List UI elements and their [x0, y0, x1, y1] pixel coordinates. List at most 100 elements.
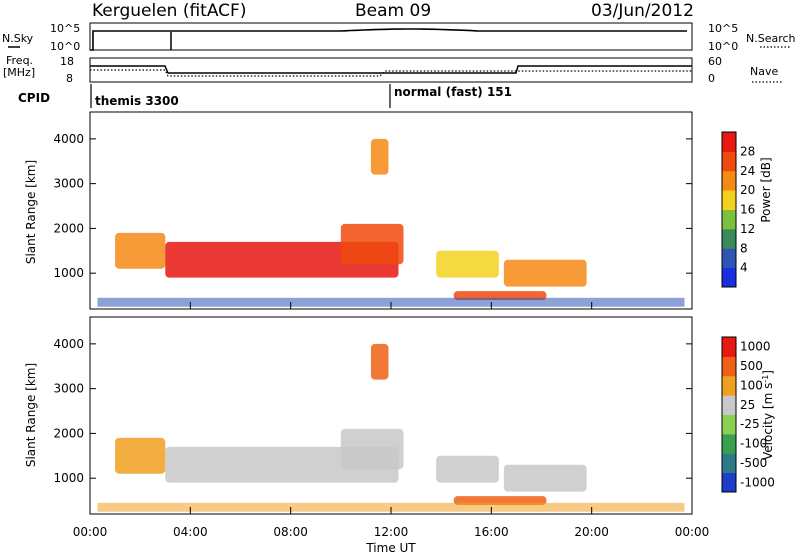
- power-colorbar-swatch: [722, 228, 736, 249]
- power-plot-bg: [90, 112, 692, 309]
- noise-left-label: N.Sky: [2, 32, 34, 45]
- power-colorbar-swatch: [722, 132, 736, 152]
- beam-title: Beam 09: [355, 1, 431, 21]
- noise-left-tick-top: 10^5: [50, 22, 80, 35]
- freq-left-label-1: Freq.: [6, 54, 33, 67]
- velocity-colorbar-label: Velocity [m s-1]: [761, 370, 776, 460]
- power-y-tick-label: 4000: [53, 132, 84, 146]
- power-echo-band: [436, 250, 499, 278]
- power-y-label: Slant Range [km]: [24, 160, 38, 264]
- velocity-colorbar-tick: -100: [740, 437, 767, 451]
- noise-sky-line: [90, 28, 687, 51]
- velocity-colorbar-tick: 25: [740, 398, 755, 412]
- x-tick-label: 00:00: [675, 525, 710, 539]
- velocity-y-tick-label: 4000: [53, 337, 84, 351]
- freq-panel-frame: [89, 57, 693, 83]
- freq-left-tick-bottom: 8: [66, 72, 73, 85]
- velocity-colorbar-label-end: ]: [761, 370, 775, 375]
- noise-right-tick-bottom: 10^0: [708, 40, 738, 53]
- x-tick-label: 12:00: [374, 525, 409, 539]
- velocity-colorbar-swatch: [722, 375, 736, 396]
- power-echo-band: [165, 241, 399, 278]
- freq-right-label: Nave: [750, 65, 778, 78]
- power-colorbar-tick: 16: [740, 203, 755, 217]
- power-y-tick-label: 1000: [53, 266, 84, 280]
- x-axis: 00:00 04:00 08:00 12:00 16:00 20:00 00:00: [73, 302, 710, 539]
- freq-right-tick-bottom: 0: [708, 72, 715, 85]
- power-colorbar-swatch: [722, 248, 736, 269]
- power-colorbar: 4 8 12 16 20 24 28: [721, 131, 755, 288]
- velocity-colorbar-swatch: [722, 356, 736, 377]
- freq-right-tick-top: 60: [708, 55, 722, 68]
- velocity-colorbar-swatch: [722, 472, 736, 493]
- power-echo-band: [115, 232, 166, 269]
- velocity-y-tick-label: 3000: [53, 382, 84, 396]
- power-colorbar-swatch: [722, 190, 736, 210]
- velocity-y-label: Slant Range [km]: [24, 363, 38, 467]
- power-colorbar-label: Power [dB]: [759, 157, 773, 222]
- noise-right-label: N.Search: [746, 32, 796, 45]
- velocity-colorbar-swatch: [722, 453, 736, 474]
- x-axis-label: Time UT: [365, 541, 416, 554]
- power-colorbar-swatch: [722, 209, 736, 230]
- velocity-echo-bands: [97, 343, 685, 512]
- date-title: 03/Jun/2012: [591, 1, 694, 21]
- power-colorbar-swatch: [722, 151, 736, 172]
- freq-line: [90, 65, 692, 74]
- velocity-echo-band: [340, 428, 404, 470]
- cpid-mode-0: themis 3300: [95, 94, 179, 108]
- freq-left-label-2: [MHz]: [3, 66, 35, 79]
- power-colorbar-swatch: [722, 267, 736, 288]
- power-y-tick-label: 2000: [53, 221, 84, 235]
- velocity-echo-band: [436, 455, 499, 483]
- velocity-colorbar: 1000 500 100 25 -25 -100 -500 -1000: [721, 336, 775, 493]
- power-colorbar-tick: 8: [740, 241, 748, 255]
- velocity-colorbar-swatch: [722, 395, 736, 415]
- velocity-colorbar-tick: 1000: [740, 340, 771, 354]
- power-colorbar-tick: 20: [740, 183, 755, 197]
- velocity-echo-band: [115, 437, 166, 474]
- x-tick-label: 00:00: [73, 525, 108, 539]
- velocity-colorbar-label-sup: -1: [761, 375, 770, 383]
- velocity-plot-bg: [90, 317, 692, 514]
- power-colorbar-tick: 28: [740, 144, 755, 158]
- station-title: Kerguelen (fitACF): [92, 1, 246, 21]
- x-tick-label: 20:00: [574, 525, 609, 539]
- velocity-colorbar-tick: -25: [740, 417, 760, 431]
- velocity-colorbar-frame: [721, 336, 737, 493]
- cpid-label: CPID: [18, 91, 50, 105]
- cpid-mode-1: normal (fast) 151: [394, 85, 512, 99]
- velocity-y-tick-label: 1000: [53, 471, 84, 485]
- noise-right-tick-top: 10^5: [708, 22, 738, 35]
- velocity-colorbar-swatch: [722, 414, 736, 435]
- velocity-panel: 1000 2000 3000 4000 Slant Range [km] 1000 50…: [24, 316, 776, 515]
- velocity-colorbar-tick: 100: [740, 378, 763, 392]
- power-colorbar-swatch: [722, 170, 736, 191]
- velocity-colorbar-tick: -500: [740, 456, 767, 470]
- power-echo-band: [340, 223, 404, 265]
- power-y-tick-label: 3000: [53, 177, 84, 191]
- velocity-y-ticks: 1000 2000 3000 4000: [53, 337, 692, 485]
- freq-left-tick-top: 18: [60, 55, 74, 68]
- power-echo-band: [503, 259, 587, 287]
- cpid-row: CPID themis 3300 normal (fast) 151: [18, 84, 512, 108]
- velocity-y-tick-label: 2000: [53, 426, 84, 440]
- noise-panel: N.Sky 10^5 10^0 10^5 10^0 N.Search: [2, 22, 796, 53]
- power-colorbar-tick: 12: [740, 222, 755, 236]
- x-tick-label: 08:00: [273, 525, 308, 539]
- velocity-colorbar-tick: -1000: [740, 475, 775, 489]
- power-y-ticks: 1000 2000 3000 4000: [53, 132, 692, 280]
- velocity-colorbar-swatch: [722, 433, 736, 454]
- velocity-colorbar-tick: 500: [740, 359, 763, 373]
- x-tick-label: 16:00: [474, 525, 509, 539]
- power-echo-band: [370, 138, 389, 175]
- velocity-colorbar-label-main: Velocity [m s: [761, 383, 775, 460]
- power-panel: 1000 2000 3000 4000 Slant Range [km] 4 8 12 16…: [24, 111, 773, 310]
- power-colorbar-tick: 4: [740, 261, 748, 275]
- freq-panel: Freq. [MHz] 18 8 60 0 Nave: [3, 54, 782, 85]
- velocity-echo-band: [503, 464, 587, 492]
- velocity-echo-band: [370, 343, 389, 380]
- power-colorbar-tick: 24: [740, 164, 755, 178]
- noise-left-tick-bottom: 10^0: [50, 40, 80, 53]
